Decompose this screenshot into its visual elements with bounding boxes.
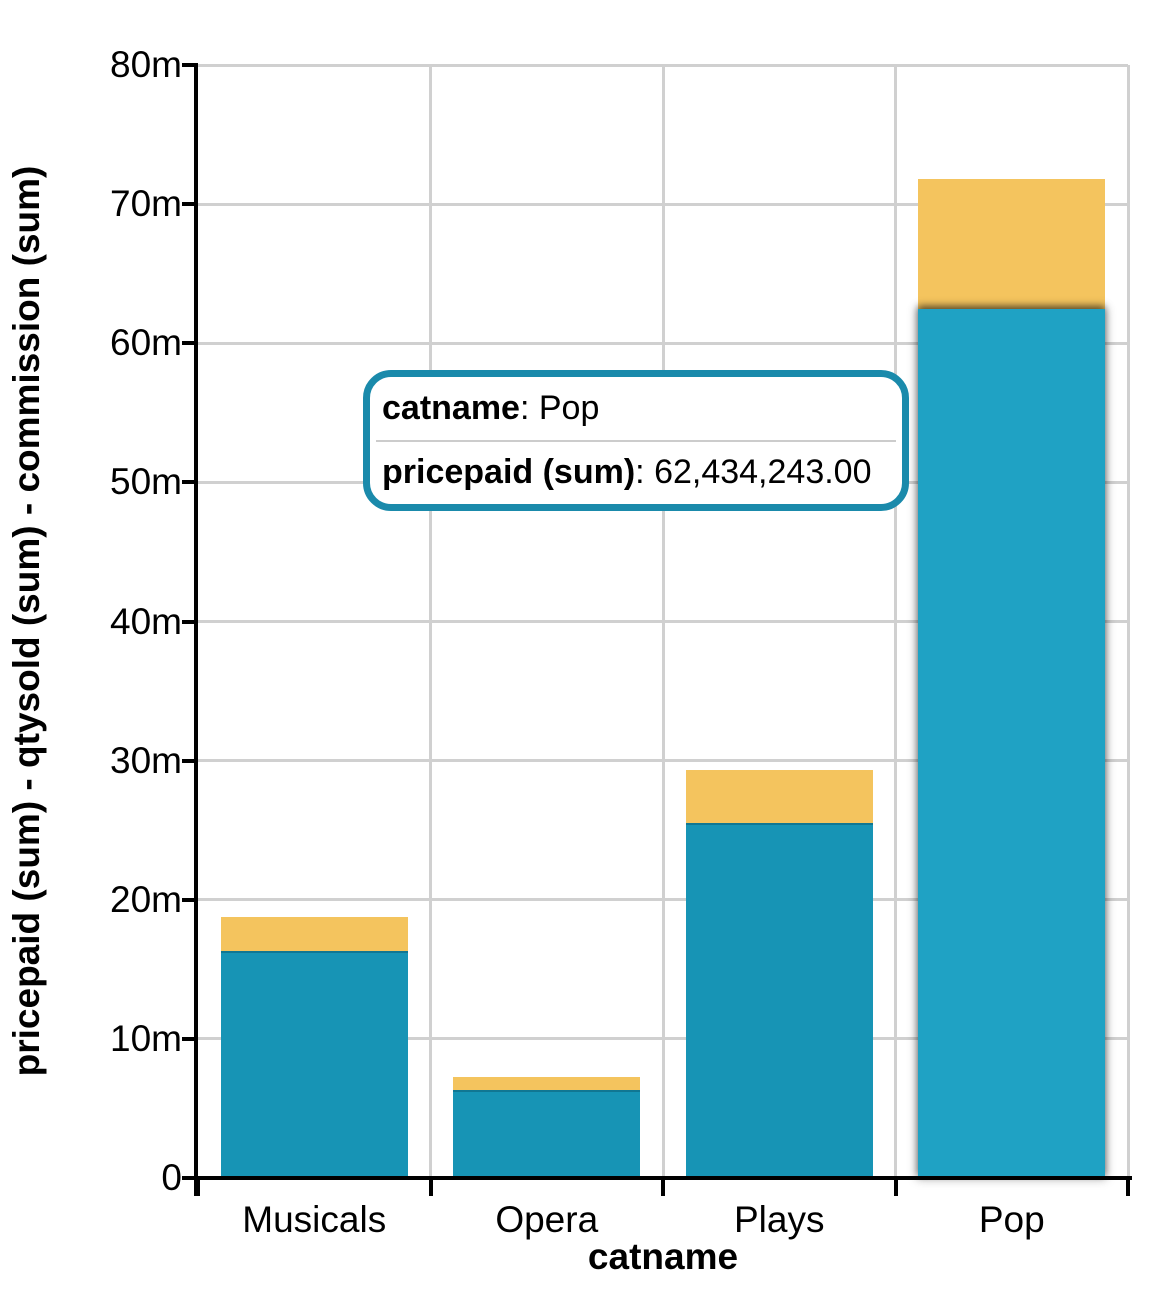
y-axis-tick xyxy=(182,1036,198,1041)
x-axis-tick xyxy=(661,1178,665,1196)
tooltip-measure-value: : 62,434,243.00 xyxy=(635,453,872,491)
y-axis-tick xyxy=(182,341,198,346)
y-axis-tick xyxy=(182,202,198,207)
x-axis-line xyxy=(194,1176,1132,1180)
y-axis-tick xyxy=(182,480,198,485)
y-tick-label: 30m xyxy=(110,739,182,781)
y-tick-label: 60m xyxy=(110,322,182,364)
x-category-label-pop: Pop xyxy=(978,1199,1045,1240)
gridline-vertical xyxy=(894,65,897,1178)
tooltip-row-measure: pricepaid (sum): 62,434,243.00 xyxy=(370,442,902,504)
bar-segment-pricepaid-opera[interactable] xyxy=(453,1089,641,1178)
bar-segment-commission-pop[interactable] xyxy=(918,179,1106,310)
tooltip-category-value: : Pop xyxy=(519,389,600,427)
tooltip-measure-label: pricepaid (sum) xyxy=(382,453,636,491)
tooltip: catname: Pop pricepaid (sum): 62,434,243… xyxy=(363,370,909,511)
y-tick-label: 40m xyxy=(110,600,182,642)
bar-segment-pricepaid-pop[interactable] xyxy=(918,309,1106,1178)
y-axis-tick xyxy=(182,63,198,67)
bar-segment-commission-plays[interactable] xyxy=(685,769,873,823)
bar-segment-pricepaid-plays[interactable] xyxy=(685,822,873,1178)
gridline-vertical xyxy=(429,65,432,1178)
bar-segment-commission-opera[interactable] xyxy=(453,1076,641,1090)
y-axis-tick xyxy=(182,619,198,624)
x-axis-tick xyxy=(893,1178,898,1196)
tooltip-divider xyxy=(376,439,896,442)
plot-area xyxy=(182,63,1132,1196)
x-axis-tick xyxy=(196,1178,200,1196)
x-axis-tick xyxy=(1126,1178,1130,1196)
y-tick-label: 70m xyxy=(110,183,182,225)
gridline-vertical xyxy=(661,65,665,1178)
bar-segment-pricepaid-musicals[interactable] xyxy=(220,950,408,1178)
y-axis-line xyxy=(194,63,198,1196)
y-tick-label: 50m xyxy=(110,461,182,503)
y-axis-tick xyxy=(182,758,198,763)
x-axis-title: catname xyxy=(587,1236,739,1277)
y-tick-label: 10m xyxy=(110,1017,182,1059)
bar-segment-commission-musicals[interactable] xyxy=(220,916,408,951)
x-category-label-opera: Opera xyxy=(495,1199,599,1240)
y-tick-label: 80m xyxy=(110,44,182,85)
x-axis-tick xyxy=(428,1178,433,1196)
tooltip-row-category: catname: Pop xyxy=(370,378,902,440)
y-axis-tick xyxy=(182,1176,198,1180)
x-category-label-musicals: Musicals xyxy=(242,1199,387,1240)
gridline-vertical xyxy=(1126,65,1130,1178)
y-axis-tick xyxy=(182,897,198,902)
x-category-label-plays: Plays xyxy=(734,1199,825,1240)
y-tick-label: 20m xyxy=(110,878,182,920)
tooltip-category-label: catname xyxy=(382,389,520,427)
y-tick-label: 0 xyxy=(161,1157,182,1198)
